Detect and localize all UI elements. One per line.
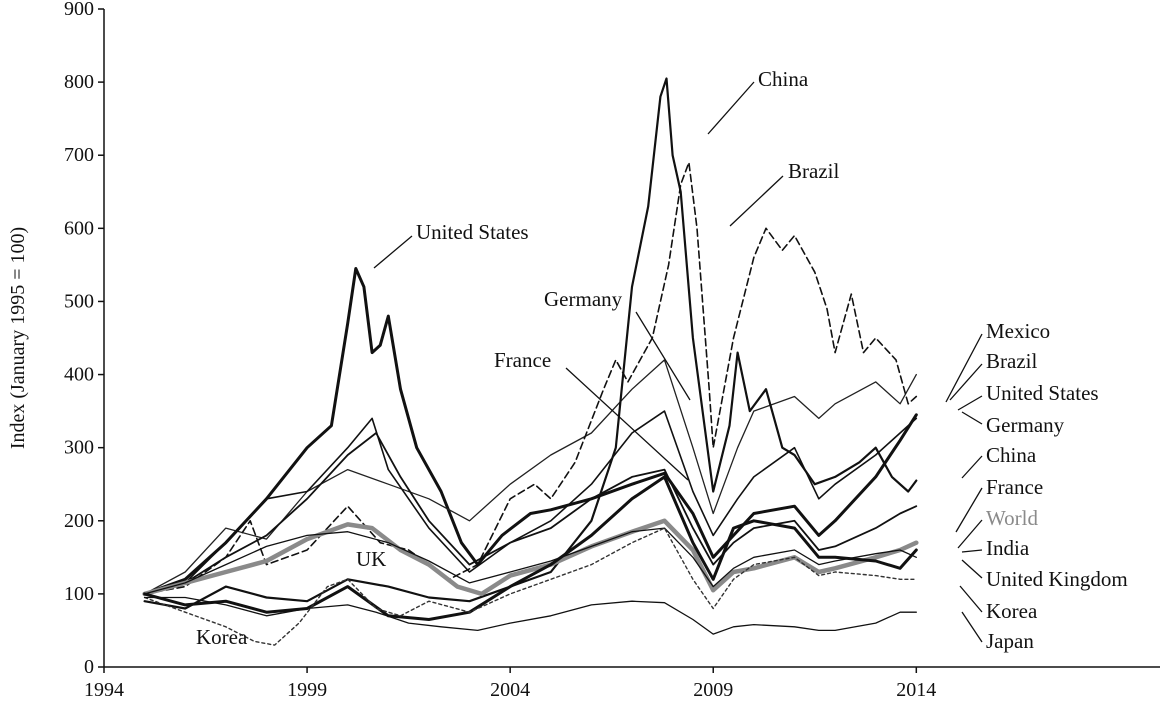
leader-right-brazil xyxy=(949,363,983,401)
y-tick-label-300: 300 xyxy=(64,437,94,459)
leader-brazil-peak xyxy=(729,175,784,227)
chart-axes: 0 100 200 300 400 500 600 700 800 900 1994 1999 2004… xyxy=(64,0,1160,701)
y-tick-label-800: 800 xyxy=(64,71,94,93)
leader-right-india xyxy=(961,549,983,553)
y-tick-label-400: 400 xyxy=(64,364,94,386)
label-uk-mid: UK xyxy=(356,547,386,571)
y-tick-label-100: 100 xyxy=(64,583,94,605)
x-tick-label-2004: 2004 xyxy=(490,679,530,701)
leader-right-france xyxy=(955,487,983,533)
label-right-world: World xyxy=(986,506,1038,530)
leader-right-mexico xyxy=(945,333,983,403)
leader-right-china xyxy=(961,455,983,479)
series-world xyxy=(142,518,919,597)
label-right-mexico: Mexico xyxy=(986,319,1050,343)
leader-right-world xyxy=(957,519,983,549)
label-right-united-states: United States xyxy=(986,381,1099,405)
series-france xyxy=(143,432,918,595)
series-germany xyxy=(143,410,918,595)
leader-right-united-states xyxy=(957,395,983,411)
series-brazil xyxy=(143,161,918,595)
label-right-india: India xyxy=(986,536,1030,560)
leader-france-top xyxy=(565,367,689,481)
series-china xyxy=(143,77,918,610)
label-brazil-peak: Brazil xyxy=(788,159,839,183)
leader-us-peak xyxy=(373,235,413,269)
label-right-united-kingdom: United Kingdom xyxy=(986,567,1128,591)
label-right-china: China xyxy=(986,443,1037,467)
y-tick-label-200: 200 xyxy=(64,510,94,532)
x-tick-label-1999: 1999 xyxy=(287,679,327,701)
series-japan xyxy=(143,596,917,635)
series-layer xyxy=(142,77,919,646)
x-tick-label-2009: 2009 xyxy=(693,679,733,701)
leader-right-korea xyxy=(959,585,983,613)
label-right-japan: Japan xyxy=(986,629,1034,653)
label-right-brazil: Brazil xyxy=(986,349,1037,373)
y-tick-label-0: 0 xyxy=(84,656,94,678)
y-tick-label-700: 700 xyxy=(64,144,94,166)
label-right-france: France xyxy=(986,475,1043,499)
label-right-germany: Germany xyxy=(986,413,1065,437)
leader-germany-top xyxy=(635,311,691,401)
label-right-korea: Korea xyxy=(986,599,1038,623)
label-china-peak: China xyxy=(758,67,809,91)
x-tick-label-2014: 2014 xyxy=(896,679,936,701)
y-axis-title: Index (January 1995 = 100) xyxy=(7,227,29,449)
series-labels: Index (January 1995 = 100) China Brazil … xyxy=(7,67,1128,653)
leader-right-united-kingdom xyxy=(961,559,983,579)
label-leader-lines xyxy=(373,81,983,643)
series-korea xyxy=(143,527,917,646)
label-germany-top: Germany xyxy=(544,287,623,311)
leader-right-germany xyxy=(961,411,983,425)
y-tick-label-900: 900 xyxy=(64,0,94,20)
leader-right-japan xyxy=(961,611,983,643)
y-tick-label-500: 500 xyxy=(64,290,94,312)
series-mexico xyxy=(143,359,917,595)
y-tick-label-600: 600 xyxy=(64,217,94,239)
label-france-top: France xyxy=(494,348,551,372)
series-united-states xyxy=(143,267,918,596)
series-united-kingdom xyxy=(143,527,917,595)
label-united-states-peak: United States xyxy=(416,220,529,244)
label-korea-low: Korea xyxy=(196,625,248,649)
leader-china-peak xyxy=(707,81,755,135)
x-tick-label-1994: 1994 xyxy=(84,679,124,701)
